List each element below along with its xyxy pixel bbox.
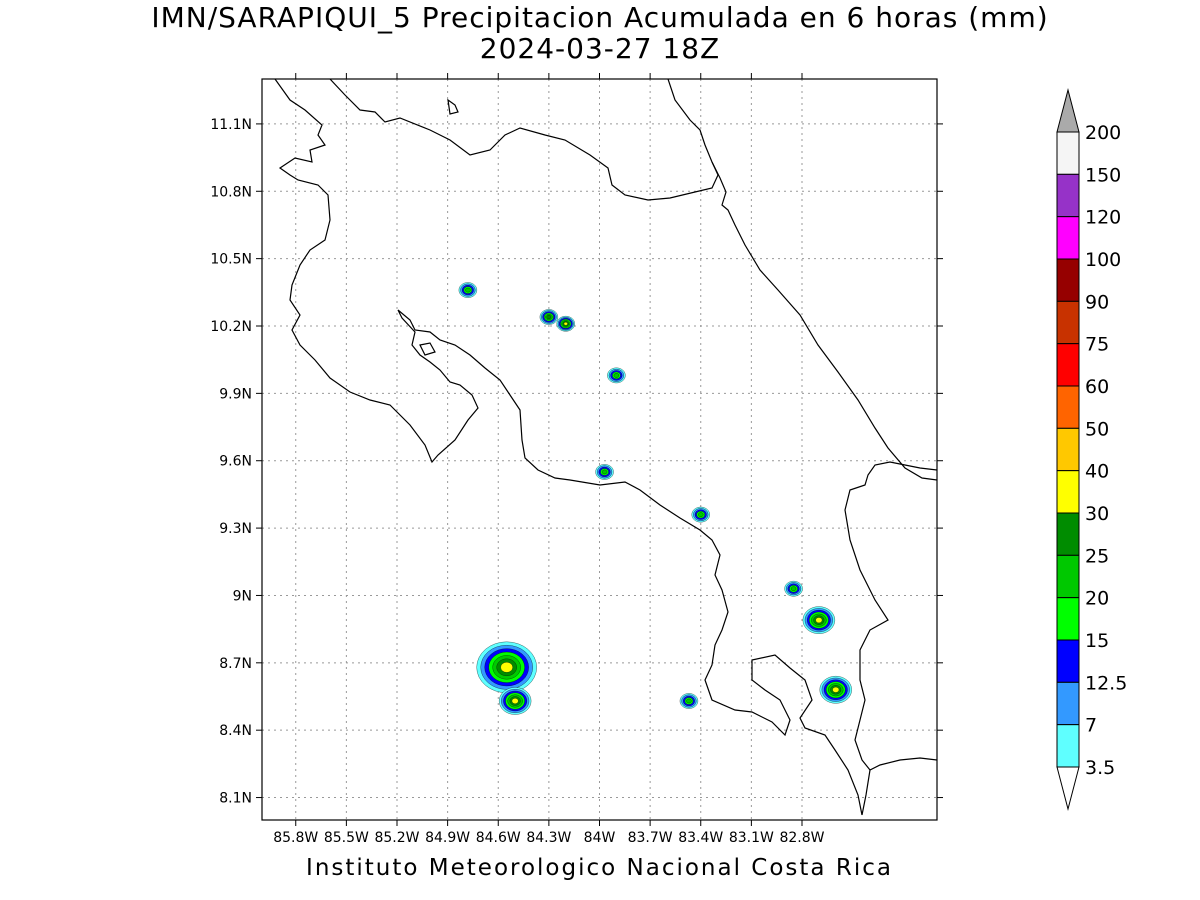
precip-contour [790, 586, 797, 591]
osa-peninsula [861, 769, 871, 816]
colorbar-label: 3.5 [1085, 757, 1115, 779]
precip-cell [556, 316, 575, 332]
precip-cell [607, 367, 626, 384]
footer-credit: Instituto Meteorologico Nacional Costa R… [306, 855, 893, 881]
latitude-tick-label: 8.7N [219, 656, 252, 672]
precip-contour [511, 698, 519, 704]
precip-cell [498, 687, 532, 715]
colorbar-bin [1056, 300, 1080, 345]
colorbar-bin [1056, 216, 1080, 260]
colorbar-bin [1056, 681, 1080, 726]
colorbar-bin [1056, 258, 1080, 302]
colorbar-bin [1056, 470, 1080, 514]
longitude-tick-label: 83.7W [628, 830, 673, 846]
nicaragua-river-border [667, 79, 713, 163]
colorbar-label: 25 [1085, 545, 1109, 567]
colorbar-label: 200 [1085, 122, 1121, 144]
precipitation-field [458, 282, 852, 715]
latitude-tick-label: 8.1N [219, 791, 252, 807]
map-title: IMN/SARAPIQUI_5 Precipitacion Acumulada … [0, 2, 1200, 64]
latitude-tick-label: 9.6N [219, 454, 252, 470]
longitude-tick-label: 85.2W [374, 830, 419, 846]
longitude-tick-label: 84.3W [526, 830, 571, 846]
colorbar-label: 20 [1085, 588, 1109, 610]
colorbar-label: 15 [1085, 630, 1109, 652]
colorbar-bin [1056, 343, 1080, 387]
plot-area [262, 79, 937, 820]
colorbar-label: 50 [1085, 418, 1109, 440]
colorbar-bin [1056, 131, 1080, 175]
colorbar-label: 90 [1085, 291, 1109, 313]
latitude-tick-label: 11.1N [210, 117, 252, 133]
longitude-tick-label: 85.5W [324, 830, 369, 846]
colorbar-label: 150 [1085, 164, 1121, 186]
colorbar-label: 7 [1085, 715, 1097, 737]
precip-contour [601, 469, 608, 475]
precip-contour [698, 512, 704, 517]
longitude-tick-label: 84W [584, 830, 616, 846]
longitude-tick-label: 84.6W [476, 830, 521, 846]
longitude-tick-label: 84.9W [425, 830, 470, 846]
precip-contour [613, 373, 620, 378]
latitude-tick-label: 10.8N [210, 184, 252, 200]
longitude-tick-label: 83.4W [678, 830, 723, 846]
colorbar-label: 40 [1085, 461, 1109, 483]
colorbar-over-triangle [1056, 88, 1080, 133]
axis-ticks [256, 73, 943, 826]
small-island [447, 98, 459, 115]
precip-contour [815, 617, 823, 624]
colorbar-label: 100 [1085, 249, 1121, 271]
precip-cell [476, 641, 537, 693]
colorbar-bin [1056, 173, 1080, 218]
precip-cell [679, 693, 699, 709]
costa-rica-nicaragua-border [711, 161, 937, 481]
precip-contour [465, 287, 471, 293]
latitude-labels: 8.1N 8.4N 8.7N 9N 9.3N 9.6N 9.9N 10.2N 10.5N 10.8… [210, 117, 252, 807]
precip-cell [458, 282, 478, 298]
lake-nicaragua-shore [274, 79, 863, 816]
colorbar-bin [1056, 385, 1080, 429]
colorbar-label: 60 [1085, 376, 1109, 398]
latitude-tick-label: 10.2N [210, 319, 252, 335]
colorbar-label: 75 [1085, 334, 1109, 356]
colorbar-bin [1056, 512, 1080, 556]
precip-cell [691, 506, 710, 523]
longitude-labels: 85.8W 85.5W 85.2W 84.9W 84.6W 84.3W 84W 83.7W 83… [273, 830, 824, 846]
colorbar-bin [1056, 427, 1080, 472]
precip-contour [832, 686, 840, 693]
nicoya-island [419, 342, 436, 356]
longitude-tick-label: 85.8W [273, 830, 318, 846]
precip-cell [539, 309, 559, 325]
title-line-2: 2024-03-27 18Z [479, 32, 721, 65]
latitude-tick-label: 8.4N [219, 723, 252, 739]
latitude-tick-label: 9N [233, 588, 252, 604]
longitude-tick-label: 83.1W [729, 830, 774, 846]
latitude-tick-label: 9.3N [219, 521, 252, 537]
precip-contour [500, 662, 513, 673]
colorbar-bin [1056, 597, 1080, 641]
colorbar-bin [1056, 639, 1080, 683]
precip-cell [784, 580, 803, 597]
precip-contour [546, 315, 552, 319]
colorbar-label: 120 [1085, 207, 1121, 229]
colorbar-bin [1056, 554, 1080, 599]
colorbar-under-triangle [1056, 766, 1080, 811]
coastlines [274, 79, 937, 816]
title-line-1: IMN/SARAPIQUI_5 Precipitacion Acumulada … [151, 1, 1049, 34]
nicaragua-coast-top [329, 79, 719, 201]
precip-cell [595, 464, 614, 480]
precip-contour [563, 322, 568, 326]
colorbar-label: 12.5 [1085, 672, 1127, 694]
colorbar-label: 30 [1085, 503, 1109, 525]
precip-cell [802, 606, 836, 634]
latitude-tick-label: 9.9N [219, 386, 252, 402]
longitude-tick-label: 82.8W [779, 830, 824, 846]
latitude-tick-label: 10.5N [210, 252, 252, 268]
colorbar-bin [1056, 724, 1080, 768]
colorbar: 200 150 120 100 90 75 60 50 40 30 25 20 15 12.5 7 3.5 [1056, 88, 1127, 811]
precip-cell [819, 676, 852, 704]
precip-contour [686, 698, 692, 704]
gridlines [262, 79, 937, 820]
